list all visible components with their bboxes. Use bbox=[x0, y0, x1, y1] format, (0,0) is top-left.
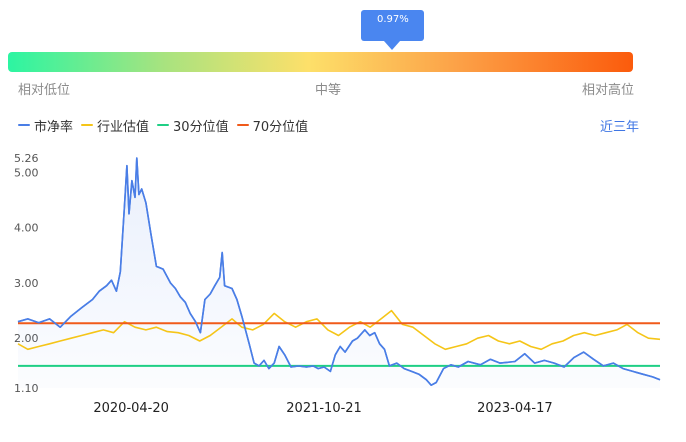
pb-line-chart: 5.265.004.003.002.001.102020-04-202021-1… bbox=[14, 152, 661, 416]
y-tick-label: 5.26 bbox=[14, 152, 39, 165]
gauge-label-mid: 中等 bbox=[315, 83, 342, 98]
gauge-label-low: 相对低位 bbox=[18, 83, 71, 98]
range-selector-3y[interactable]: 近三年 bbox=[600, 120, 640, 135]
gauge-label-high: 相对高位 bbox=[582, 83, 635, 98]
y-tick-label: 5.00 bbox=[14, 166, 39, 179]
series-pb-area bbox=[18, 158, 660, 388]
percentile-tooltip: 0.97% bbox=[361, 10, 425, 41]
legend-item-pb[interactable]: 市净率 bbox=[18, 116, 73, 135]
series-industry-line bbox=[17, 309, 661, 351]
x-tick-label: 2020-04-20 bbox=[93, 401, 169, 416]
legend-item-p70[interactable]: 70分位值 bbox=[236, 116, 309, 135]
legend-item-industry[interactable]: 行业估值 bbox=[81, 116, 149, 135]
x-tick-label: 2021-10-21 bbox=[286, 401, 362, 416]
legend-label-industry: 行业估值 bbox=[97, 119, 150, 135]
legend-label-pb: 市净率 bbox=[34, 119, 74, 135]
y-tick-label: 3.00 bbox=[14, 277, 39, 290]
series-pb-line-top bbox=[17, 157, 661, 386]
chart-legend: 市净率 行业估值 30分位值 70分位值 bbox=[18, 116, 316, 135]
tooltip-pointer-icon bbox=[384, 41, 401, 50]
x-tick-label: 2023-04-17 bbox=[477, 401, 553, 416]
valuation-gauge-bar bbox=[8, 52, 633, 72]
legend-swatch-industry bbox=[81, 124, 94, 126]
legend-item-p30[interactable]: 30分位值 bbox=[157, 116, 229, 135]
legend-swatch-pb bbox=[18, 124, 30, 126]
percentile-tooltip-value: 0.97% bbox=[376, 14, 409, 25]
legend-swatch-p70 bbox=[236, 124, 249, 126]
legend-label-p70: 70分位值 bbox=[252, 119, 309, 135]
legend-swatch-p30 bbox=[157, 124, 170, 126]
y-tick-label: 4.00 bbox=[14, 222, 39, 235]
legend-label-p30: 30分位值 bbox=[173, 119, 229, 135]
